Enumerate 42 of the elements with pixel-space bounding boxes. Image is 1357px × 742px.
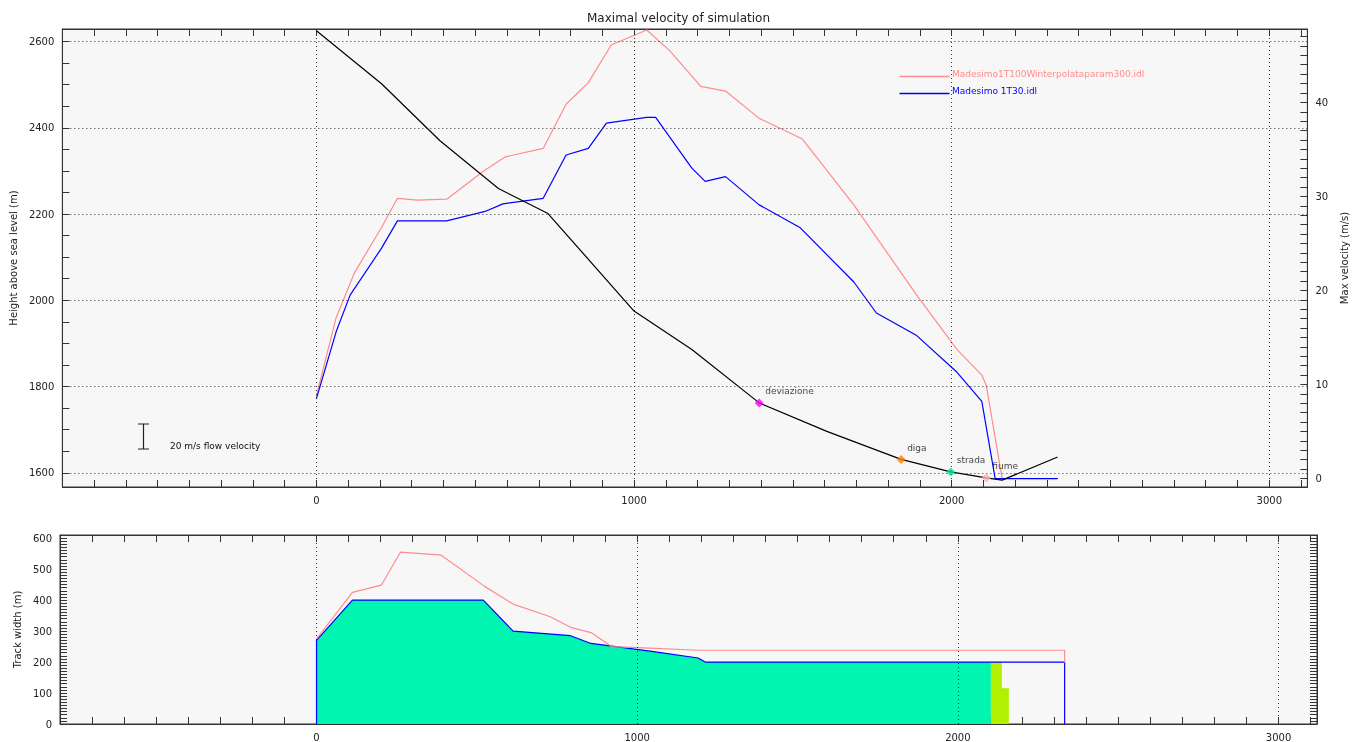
y-tick-label: 1800 [28, 381, 55, 393]
point [946, 467, 956, 477]
y-axis-title: Height above sea level (m) [7, 190, 19, 326]
y-tick-label: 600 [32, 532, 52, 544]
text: Madesimo 1T30.idl [952, 85, 1038, 96]
annotation: deviazione [765, 386, 815, 397]
annotation: diga [907, 442, 927, 453]
line-series [315, 551, 1066, 663]
y-tick-label: 2200 [28, 208, 55, 220]
y2-tick-label: 20 [1315, 284, 1329, 296]
y2-tick-label: 30 [1315, 190, 1329, 202]
x-tick-label: 0 [313, 494, 320, 506]
y-tick-label: 400 [32, 594, 52, 606]
x-tick-label: 2000 [945, 731, 971, 742]
y2-tick-label: 40 [1315, 96, 1329, 108]
x-tick-label: 3000 [1265, 731, 1292, 742]
chart-title: Maximal velocity of simulation [587, 11, 770, 25]
text: Madesimo1T100Winterpolataparam300.idl [952, 68, 1145, 79]
y2-tick-label: 0 [1315, 473, 1322, 485]
y-tick-label: 2600 [28, 36, 55, 48]
point [896, 454, 906, 464]
x-tick-label: 3000 [1256, 494, 1282, 506]
point [754, 398, 764, 408]
y-tick-label: 200 [32, 656, 52, 668]
x-tick-label: 0 [313, 731, 320, 742]
y-tick-label: 500 [32, 563, 52, 575]
x-tick-label: 1000 [624, 731, 650, 742]
y-tick-label: 100 [32, 687, 52, 699]
y2-axis-title: Max velocity (m/s) [1338, 211, 1350, 305]
annotation: strada [956, 455, 986, 466]
x-tick-label: 1000 [621, 494, 647, 506]
y-tick-label: 2400 [28, 122, 55, 134]
point [981, 473, 991, 483]
annotation: 20 m/s flow velocity [170, 440, 261, 451]
y-tick-label: 1600 [28, 467, 55, 479]
y-tick-label: 0 [45, 718, 52, 730]
y2-tick-label: 10 [1315, 378, 1329, 390]
x-tick-label: 2000 [938, 494, 965, 506]
line-series [315, 116, 1059, 480]
y-tick-label: 2000 [28, 294, 55, 306]
y-tick-label: 300 [32, 625, 52, 637]
y-axis-title: Track width (m) [11, 590, 23, 670]
